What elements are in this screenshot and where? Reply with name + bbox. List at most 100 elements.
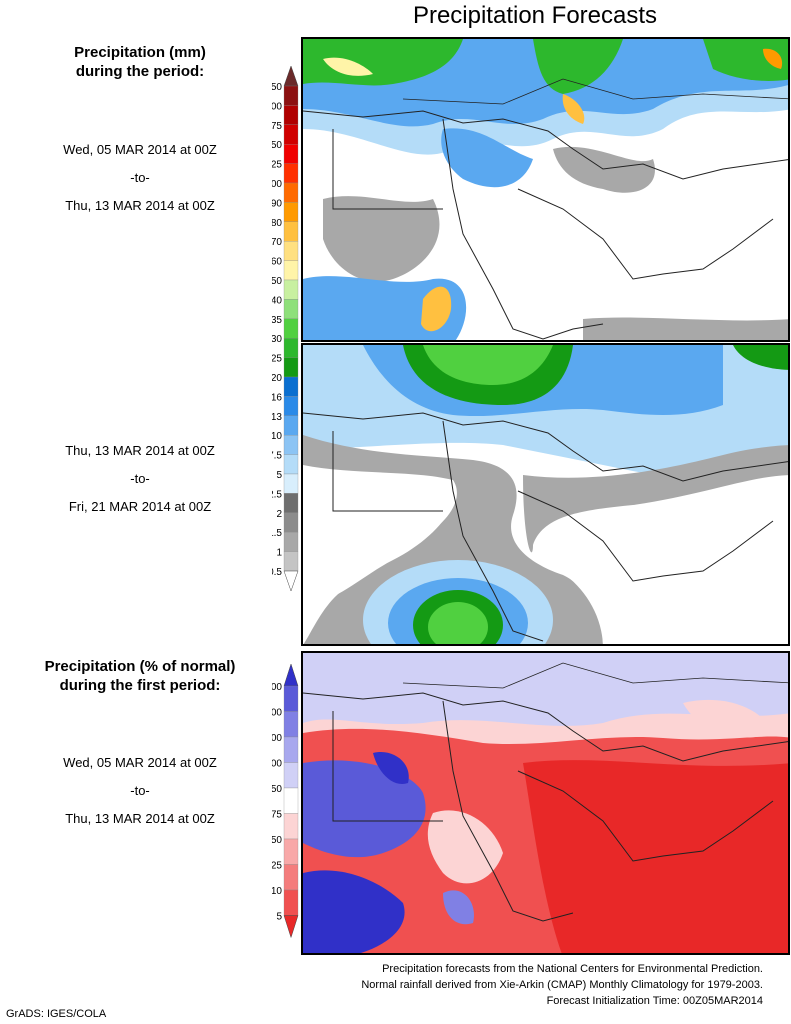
colorbar-tick-label: 800 — [272, 682, 282, 693]
precip-legend-heading: Precipitation (mm) during the period: — [20, 43, 260, 81]
colorbar-swatch — [283, 124, 299, 145]
period-2-end: Fri, 21 MAR 2014 at 00Z — [68, 499, 212, 514]
period-normal-start: Wed, 05 MAR 2014 at 00Z — [63, 755, 217, 770]
colorbar-tick-label: 10 — [272, 886, 282, 897]
period-normal-end: Thu, 13 MAR 2014 at 00Z — [65, 811, 215, 826]
colorbar-swatch — [283, 299, 299, 319]
colorbar-swatch — [283, 551, 299, 572]
heading-line-2: during the period: — [75, 63, 205, 80]
colorbar-tick-label: 300 — [272, 759, 282, 770]
map-percent-normal-svg — [303, 653, 788, 953]
colorbar-tick-label: 70 — [272, 237, 282, 248]
colorbar-tick-label: 1 — [276, 548, 282, 559]
heading-line-2: during the first period: — [59, 677, 221, 694]
colorbar-swatch — [283, 711, 299, 738]
colorbar-swatch — [283, 338, 299, 358]
map-week1-svg — [303, 39, 788, 340]
colorbar-tick-label: 2 — [276, 509, 282, 520]
map-week2-svg — [303, 345, 788, 644]
colorbar-swatch — [283, 435, 299, 455]
colorbar-tick-label: 16 — [272, 392, 282, 403]
colorbar-tick-label: 175 — [272, 121, 282, 132]
heading-line-1: Precipitation (% of normal) — [44, 658, 236, 675]
precip-mm-colorbar: 2502001751501251009080706050403530252016… — [272, 66, 299, 592]
period-2-sep: -to- — [130, 471, 150, 486]
period-normal-sep: -to- — [130, 783, 150, 798]
colorbar-top-arrow — [283, 66, 299, 87]
colorbar-swatch — [283, 532, 299, 552]
colorbar-swatch — [283, 473, 299, 494]
period-1-end: Thu, 13 MAR 2014 at 00Z — [65, 198, 215, 213]
percent-normal-legend-heading: Precipitation (% of normal) during the f… — [20, 657, 260, 695]
colorbar-tick-label: 1.5 — [272, 528, 282, 539]
colorbar-tick-label: 20 — [272, 373, 282, 384]
colorbar-swatch — [283, 144, 299, 164]
colorbar-tick-label: 600 — [272, 708, 282, 719]
colorbar-swatch — [283, 357, 299, 378]
colorbar-tick-label: 5 — [276, 912, 282, 923]
colorbar-swatch — [283, 105, 299, 125]
colorbar-swatch — [283, 376, 299, 397]
heading-line-1: Precipitation (mm) — [74, 44, 206, 61]
period-normal-label: Wed, 05 MAR 2014 at 00Z -to- Thu, 13 MAR… — [30, 749, 250, 833]
colorbar-swatch — [283, 221, 299, 242]
colorbar-swatch — [283, 415, 299, 436]
colorbar-swatch — [283, 889, 299, 916]
period-2-start: Thu, 13 MAR 2014 at 00Z — [65, 443, 215, 458]
colorbar-tick-label: 50 — [272, 835, 282, 846]
period-1-sep: -to- — [130, 170, 150, 185]
map-week2-precip — [301, 343, 790, 646]
colorbar-swatch — [283, 685, 299, 712]
colorbar-swatch — [283, 762, 299, 789]
page-title: Precipitation Forecasts — [412, 2, 658, 29]
colorbar-swatch — [283, 512, 299, 533]
colorbar-bottom-arrow — [283, 570, 299, 592]
period-1-start: Wed, 05 MAR 2014 at 00Z — [63, 142, 217, 157]
colorbar-swatch — [283, 454, 299, 475]
colorbar-swatch — [283, 85, 299, 106]
period-2-label: Thu, 13 MAR 2014 at 00Z -to- Fri, 21 MAR… — [30, 437, 250, 521]
colorbar-swatch — [283, 787, 299, 814]
colorbar-tick-label: 10 — [272, 431, 282, 442]
colorbar-tick-label: 2.5 — [272, 489, 282, 500]
colorbar-swatch — [283, 864, 299, 891]
grads-credit: GrADS: IGES/COLA — [6, 1008, 107, 1020]
colorbar-swatch — [283, 318, 299, 339]
colorbar-swatch — [283, 396, 299, 416]
colorbar-swatch — [283, 260, 299, 281]
colorbar-tick-label: 50 — [272, 276, 282, 287]
footer-notes: Precipitation forecasts from the Nationa… — [361, 961, 763, 1009]
colorbar-swatch — [283, 493, 299, 513]
colorbar-tick-label: 5 — [276, 470, 282, 481]
colorbar-tick-label: 80 — [272, 218, 282, 229]
colorbar-tick-label: 40 — [272, 295, 282, 306]
colorbar-tick-label: 25 — [272, 861, 282, 872]
footer-line-3: Forecast Initialization Time: 00Z05MAR20… — [546, 995, 763, 1007]
colorbar-swatch — [283, 736, 299, 763]
colorbar-swatch — [283, 182, 299, 203]
colorbar-tick-label: 0.5 — [272, 567, 282, 578]
colorbar-tick-label: 200 — [272, 101, 282, 112]
footer-line-2: Normal rainfall derived from Xie-Arkin (… — [361, 979, 763, 991]
footer-line-1: Precipitation forecasts from the Nationa… — [382, 963, 763, 975]
colorbar-tick-label: 25 — [272, 354, 282, 365]
colorbar-swatch — [283, 241, 299, 261]
colorbar-swatch — [283, 202, 299, 222]
colorbar-tick-label: 60 — [272, 257, 282, 268]
colorbar-bottom-arrow — [283, 915, 299, 939]
colorbar-swatch — [283, 838, 299, 865]
colorbar-tick-label: 150 — [272, 140, 282, 151]
colorbar-swatch — [283, 163, 299, 184]
colorbar-tick-label: 100 — [272, 179, 282, 190]
colorbar-tick-label: 400 — [272, 733, 282, 744]
colorbar-tick-label: 7.5 — [272, 451, 282, 462]
colorbar-tick-label: 13 — [272, 412, 282, 423]
map-percent-normal — [301, 651, 790, 955]
colorbar-tick-label: 35 — [272, 315, 282, 326]
map-week1-precip — [301, 37, 790, 342]
colorbar-tick-label: 75 — [272, 810, 282, 821]
colorbar-tick-label: 125 — [272, 160, 282, 171]
period-1-label: Wed, 05 MAR 2014 at 00Z -to- Thu, 13 MAR… — [30, 136, 250, 220]
colorbar-tick-label: 250 — [272, 82, 282, 93]
colorbar-tick-label: 30 — [272, 334, 282, 345]
